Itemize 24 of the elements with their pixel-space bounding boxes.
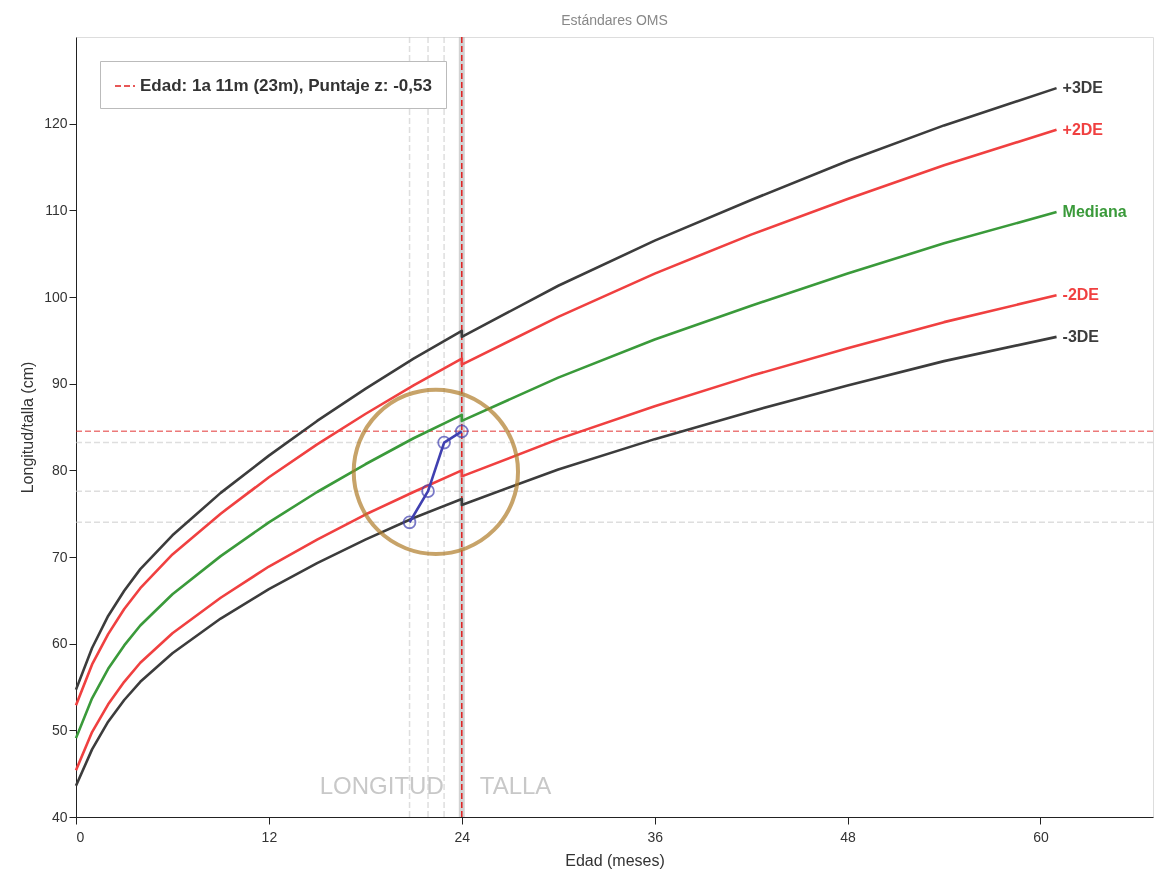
x-tick-label: 36 [647,828,664,845]
x-tick-label: 0 [76,828,85,845]
series-label: +3DE [1062,79,1104,97]
annotation: Edad: 1a 11m (23m), Puntaje z: -0,53 [140,76,432,95]
series-label: -2DE [1062,286,1100,304]
y-tick-label: 70 [51,548,68,565]
x-tick-label: 24 [454,828,471,845]
series-label: Mediana [1062,203,1127,221]
y-tick-label: 100 [44,288,68,305]
chart-title: Estándares OMS [561,12,668,28]
x-tick-label: 48 [840,828,857,845]
x-tick-label: 12 [261,828,278,845]
y-tick-label: 40 [51,808,68,825]
y-axis-title: Longitud/talla (cm) [19,361,37,494]
y-tick-label: 110 [45,201,68,218]
y-tick-label: 50 [51,721,68,738]
x-axis-title: Edad (meses) [565,851,665,869]
y-tick-label: 80 [51,461,68,478]
y-tick-label: 60 [51,635,68,652]
series-label: -3DE [1062,327,1100,345]
y-tick-label: 120 [44,115,68,132]
series-label: +2DE [1062,120,1104,138]
x-tick-label: 60 [1033,828,1049,845]
y-tick-label: 90 [51,375,68,392]
